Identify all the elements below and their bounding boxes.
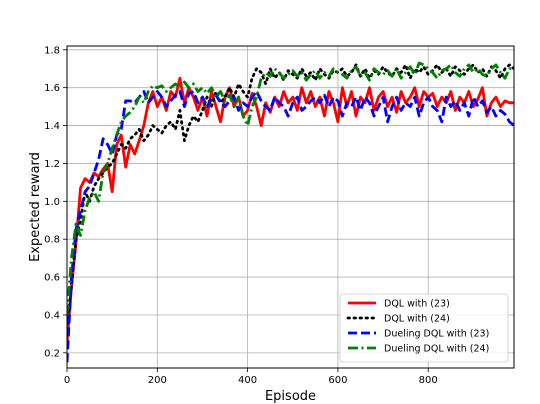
y-tick-label: 1.4 (44, 121, 60, 132)
series-line-3 (67, 90, 514, 363)
grid (66, 46, 514, 368)
x-tick-label: 800 (419, 375, 438, 386)
plot-frame (66, 45, 515, 369)
legend-box (339, 293, 509, 363)
y-axis-ticks: 0.2 0.4 0.6 0.8 1.0 1.2 1.4 1.6 1.8 (44, 45, 67, 359)
legend-label-1: DQL with (23) (384, 299, 450, 310)
y-tick-label: 0.6 (44, 273, 60, 284)
y-tick-label: 1.8 (44, 45, 60, 56)
y-axis-label: Expected reward (28, 152, 43, 262)
x-axis-label: Episode (265, 389, 316, 404)
series-line-4 (67, 61, 514, 316)
x-tick-label: 200 (148, 375, 167, 386)
x-tick-label: 0 (64, 375, 70, 386)
legend-label-2: DQL with (24) (384, 314, 450, 325)
series-layer (67, 61, 514, 363)
y-tick-label: 0.2 (44, 348, 60, 359)
legend: DQL with (23) DQL with (24) Dueling DQL wi… (339, 293, 509, 363)
x-axis-ticks: 0 200 400 600 800 (64, 368, 438, 386)
series-line-1 (67, 76, 514, 344)
x-tick-label: 600 (328, 375, 347, 386)
series-line-2 (67, 63, 514, 326)
legend-label-4: Dueling DQL with (24) (384, 344, 489, 355)
y-tick-label: 1.0 (44, 197, 60, 208)
y-tick-label: 0.4 (44, 310, 60, 321)
y-tick-label: 1.6 (44, 83, 60, 94)
x-tick-label: 400 (238, 375, 257, 386)
legend-label-3: Dueling DQL with (23) (384, 329, 489, 340)
y-tick-label: 0.8 (44, 235, 60, 246)
y-tick-label: 1.2 (44, 159, 60, 170)
